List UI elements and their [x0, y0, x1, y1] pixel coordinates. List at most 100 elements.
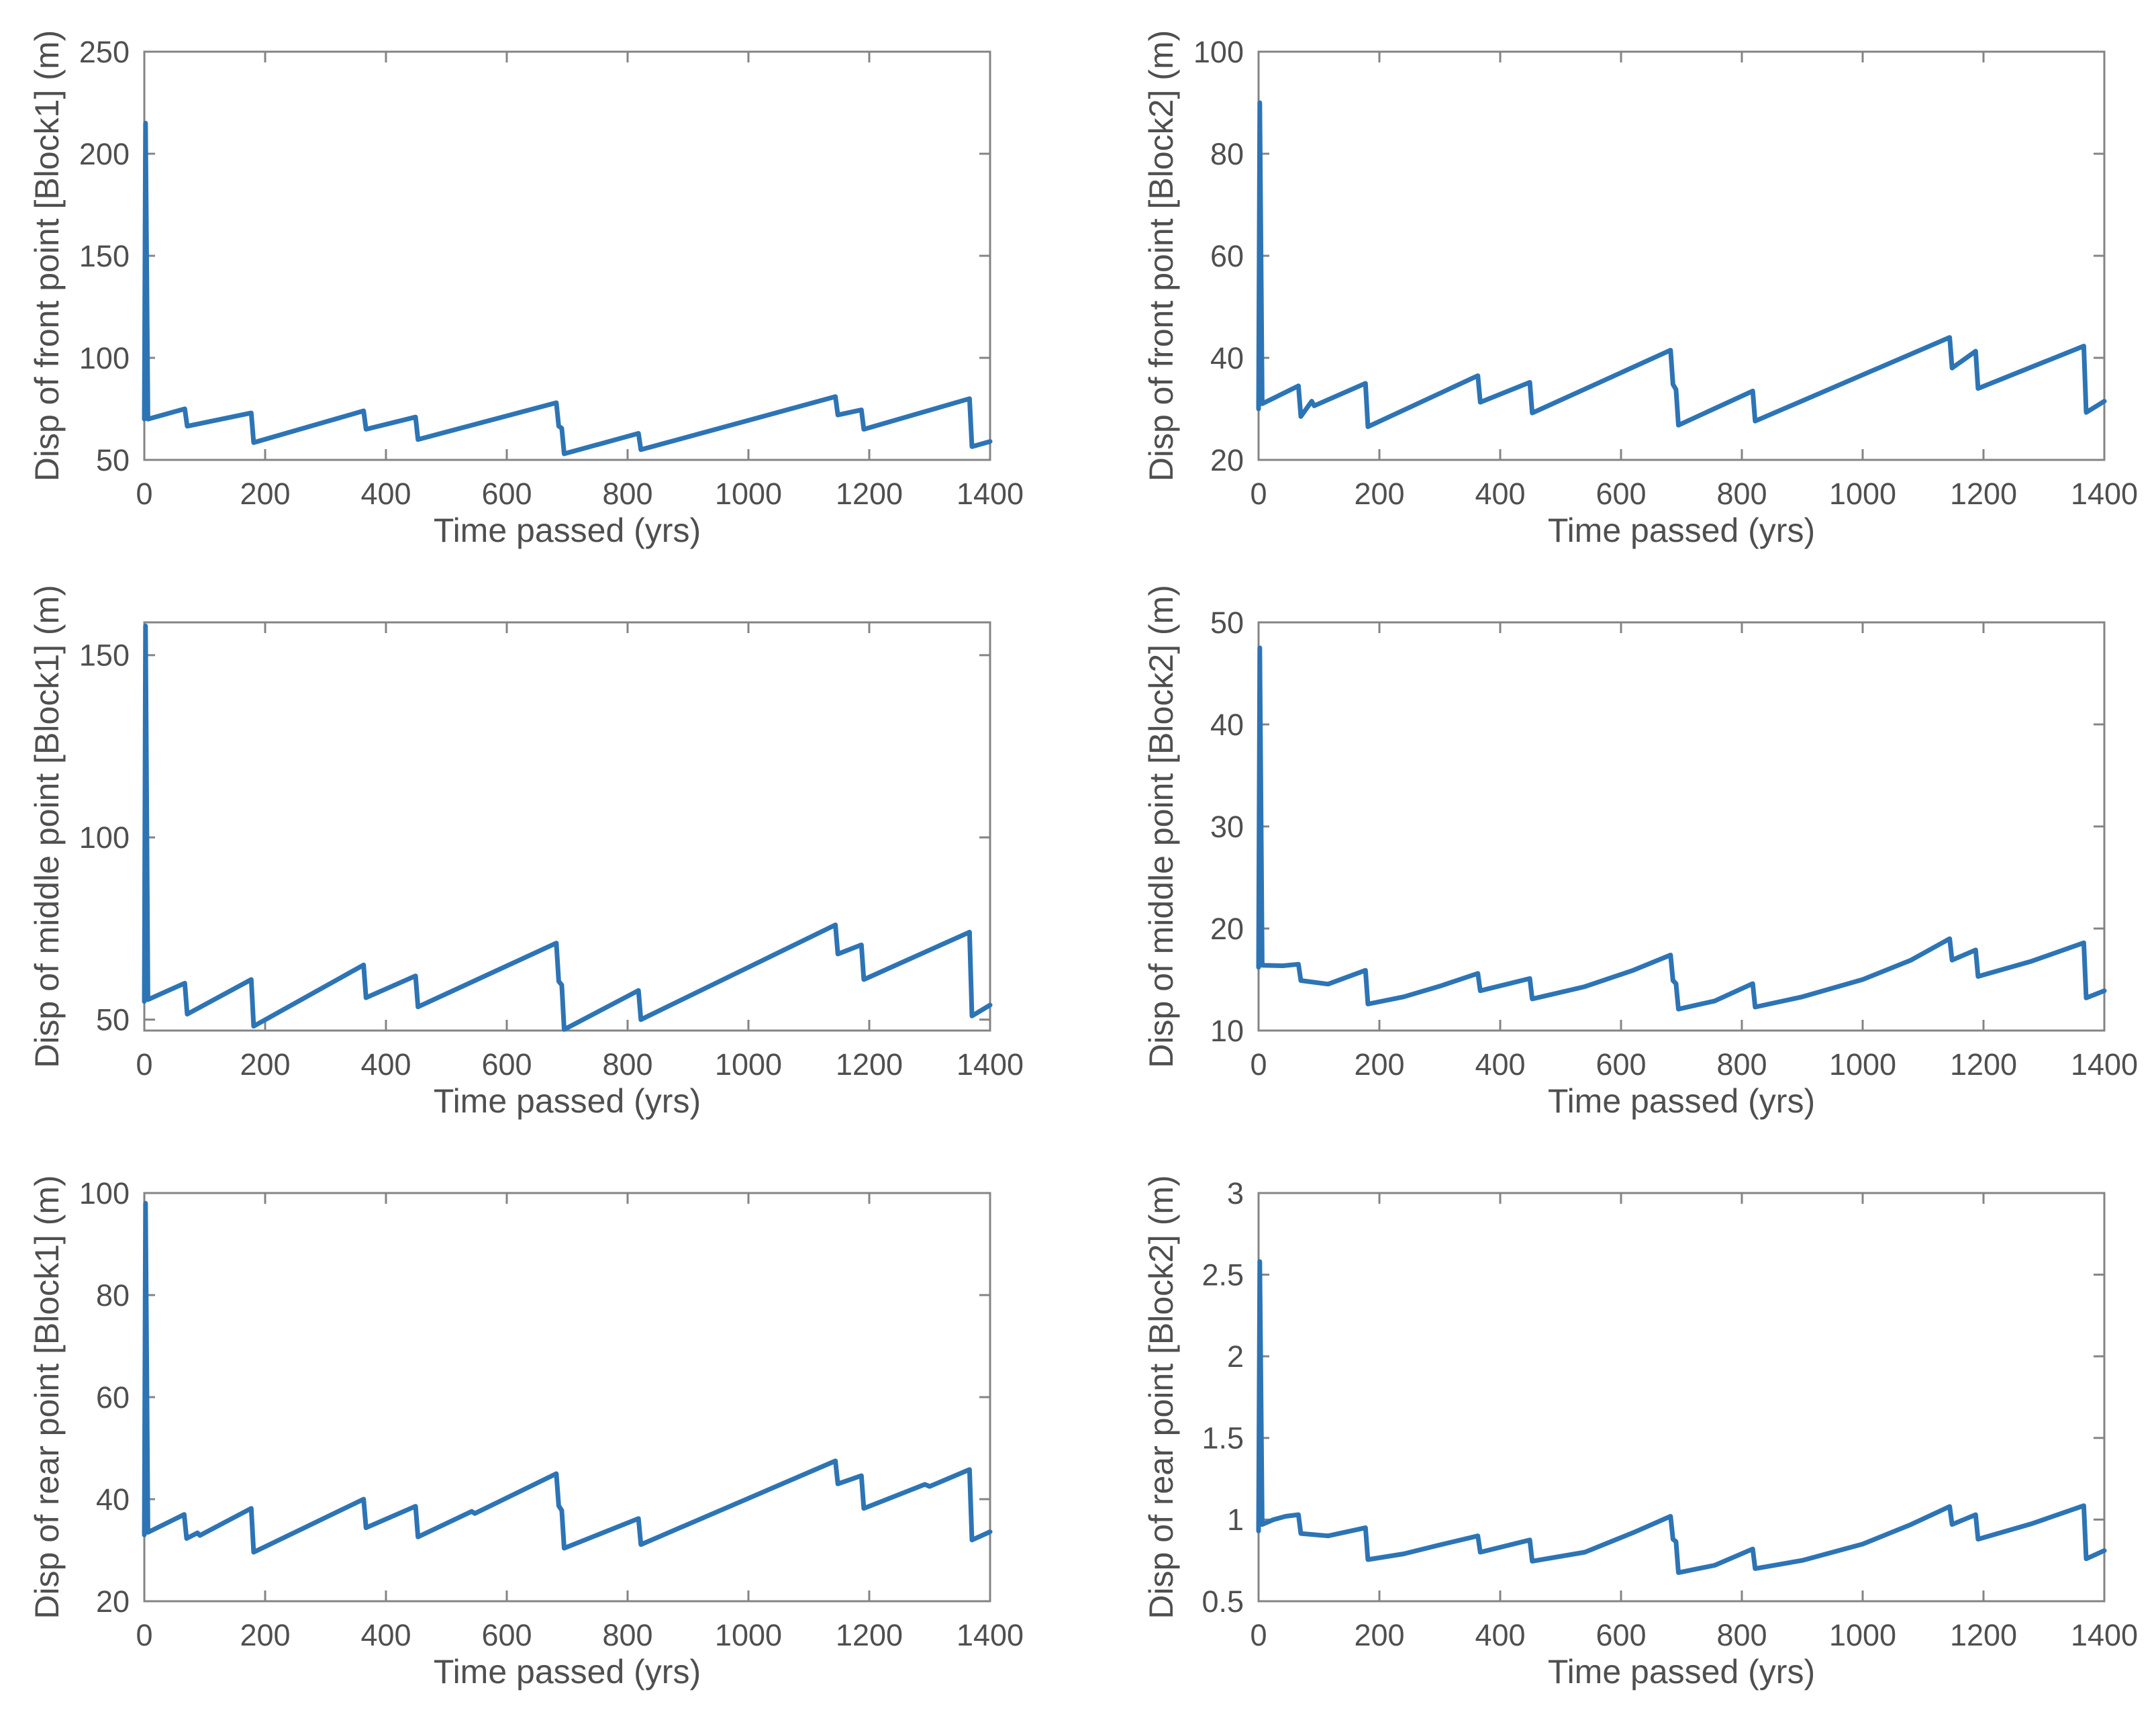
y-tick-label: 80 [1210, 137, 1244, 171]
y-tick-label: 40 [96, 1482, 130, 1517]
y-tick-label: 50 [1210, 606, 1244, 640]
y-tick-label: 1.5 [1202, 1421, 1244, 1456]
subplot-middle-block2: 0 200 400 600 800 1000 1200 1400 10 20 30 40 50 Time … [1142, 585, 2138, 1120]
x-tick-label: 1000 [1829, 477, 1896, 511]
x-tick-label: 600 [481, 477, 532, 511]
y-axis-label: Disp of middle point [Block2] (m) [1142, 585, 1180, 1068]
y-tick-label: 3 [1227, 1176, 1244, 1210]
subplot-front-block1: 0 200 400 600 800 1000 1200 1400 50 100 150 200 250 T… [28, 30, 1024, 549]
series-line [142, 623, 993, 1032]
x-axis-label: Time passed (yrs) [1548, 1082, 1815, 1120]
axis-box [143, 1192, 991, 1603]
y-tick-label: 250 [79, 35, 130, 69]
x-tick-label: 1000 [1829, 1618, 1896, 1652]
x-axis-label: Time passed (yrs) [434, 512, 701, 549]
y-axis-label: Disp of front point [Block2] (m) [1142, 30, 1180, 481]
y-tick-label: 0.5 [1202, 1584, 1244, 1619]
x-tick-label: 1200 [836, 477, 903, 511]
x-tick-label: 200 [240, 1618, 290, 1652]
y-tick-label: 40 [1210, 708, 1244, 742]
axis-box [143, 50, 991, 461]
y-tick-label: 100 [1193, 35, 1244, 69]
y-tick-label: 60 [96, 1380, 130, 1415]
y-tick-label: 2 [1227, 1339, 1244, 1374]
x-tick-label: 1000 [1829, 1047, 1896, 1082]
y-tick-label: 40 [1210, 341, 1244, 375]
series-line [142, 1200, 993, 1555]
x-tick-label: 400 [360, 1047, 411, 1082]
subplot-rear-block1: 0 200 400 600 800 1000 1200 1400 20 40 60 80 100 Time… [28, 1175, 1024, 1691]
x-tick-label: 1200 [836, 1047, 903, 1082]
x-tick-label: 1200 [1950, 477, 2017, 511]
series-line [1256, 1259, 2107, 1575]
x-tick-label: 1200 [1950, 1618, 2017, 1652]
x-tick-label: 1000 [715, 477, 782, 511]
y-tick-label: 10 [1210, 1014, 1244, 1048]
x-tick-label: 0 [1250, 1618, 1267, 1652]
x-tick-label: 200 [240, 1047, 290, 1082]
x-tick-label: 1000 [715, 1047, 782, 1082]
y-tick-label: 50 [96, 443, 130, 477]
x-axis-label: Time passed (yrs) [1548, 1653, 1815, 1691]
series-line [142, 120, 993, 457]
y-axis-label: Disp of middle point [Block1] (m) [28, 585, 66, 1068]
y-tick-label: 50 [96, 1002, 130, 1037]
x-tick-label: 0 [136, 1047, 152, 1082]
x-tick-label: 1200 [1950, 1047, 2017, 1082]
y-tick-label: 200 [79, 137, 130, 171]
subplot-cell-rear-block1: 0 200 400 600 800 1000 1200 1400 20 40 60 80 100 Time… [0, 1141, 1078, 1712]
x-tick-label: 400 [1475, 477, 1525, 511]
y-tick-label: 1 [1227, 1503, 1244, 1537]
x-tick-label: 1400 [957, 1618, 1024, 1652]
y-axis-label: Disp of rear point [Block1] (m) [28, 1175, 66, 1619]
x-tick-label: 200 [1354, 1618, 1404, 1652]
x-tick-label: 0 [1250, 477, 1267, 511]
x-tick-label: 200 [240, 477, 290, 511]
x-axis-label: Time passed (yrs) [434, 1082, 701, 1120]
subplot-middle-block1: 0 200 400 600 800 1000 1200 1400 50 100 150 Time pa… [28, 585, 1024, 1120]
subplot-cell-middle-block2: 0 200 400 600 800 1000 1200 1400 10 20 30 40 50 Time … [1078, 571, 2156, 1141]
x-tick-label: 800 [602, 477, 652, 511]
x-tick-label: 1400 [2071, 1047, 2138, 1082]
x-tick-label: 1400 [2071, 1618, 2138, 1652]
subplot-cell-front-block2: 0 200 400 600 800 1000 1200 1400 20 40 60 80 100 Time… [1078, 0, 2156, 571]
y-tick-label: 150 [79, 638, 130, 673]
subplot-cell-front-block1: 0 200 400 600 800 1000 1200 1400 50 100 150 200 250 T… [0, 0, 1078, 571]
x-tick-label: 600 [481, 1618, 532, 1652]
x-tick-label: 1200 [836, 1618, 903, 1652]
x-tick-label: 600 [1596, 1618, 1646, 1652]
x-tick-label: 0 [136, 477, 152, 511]
subplot-front-block2: 0 200 400 600 800 1000 1200 1400 20 40 60 80 100 Time… [1142, 30, 2138, 549]
y-tick-label: 2.5 [1202, 1257, 1244, 1292]
x-tick-label: 0 [1250, 1047, 1267, 1082]
y-axis-label: Disp of front point [Block1] (m) [28, 30, 66, 481]
x-tick-label: 1400 [2071, 477, 2138, 511]
x-tick-label: 600 [481, 1047, 532, 1082]
x-tick-label: 400 [1475, 1047, 1525, 1082]
x-tick-label: 400 [360, 477, 411, 511]
y-tick-label: 20 [1210, 443, 1244, 477]
x-axis-label: Time passed (yrs) [1548, 512, 1815, 549]
y-tick-label: 150 [79, 239, 130, 273]
y-tick-label: 100 [79, 820, 130, 855]
x-tick-label: 1400 [957, 477, 1024, 511]
y-tick-label: 20 [96, 1584, 130, 1619]
x-tick-label: 200 [1354, 1047, 1404, 1082]
y-tick-label: 100 [79, 341, 130, 375]
y-axis-label: Disp of rear point [Block2] (m) [1142, 1175, 1180, 1619]
x-axis-label: Time passed (yrs) [434, 1653, 701, 1691]
x-tick-label: 800 [1716, 1047, 1767, 1082]
axis-box [1257, 50, 2106, 461]
y-tick-label: 80 [96, 1278, 130, 1313]
y-tick-label: 20 [1210, 912, 1244, 946]
x-tick-label: 600 [1596, 1047, 1646, 1082]
x-tick-label: 600 [1596, 477, 1646, 511]
x-tick-label: 800 [602, 1618, 652, 1652]
subplot-rear-block2: 0 200 400 600 800 1000 1200 1400 0.5 1 1.5 2 2.5 3 Tim… [1142, 1175, 2138, 1691]
subplot-cell-middle-block1: 0 200 400 600 800 1000 1200 1400 50 100 150 Time pa… [0, 571, 1078, 1141]
series-line [1256, 645, 2107, 1012]
x-tick-label: 400 [1475, 1618, 1525, 1652]
x-tick-label: 200 [1354, 477, 1404, 511]
x-tick-label: 800 [1716, 477, 1767, 511]
